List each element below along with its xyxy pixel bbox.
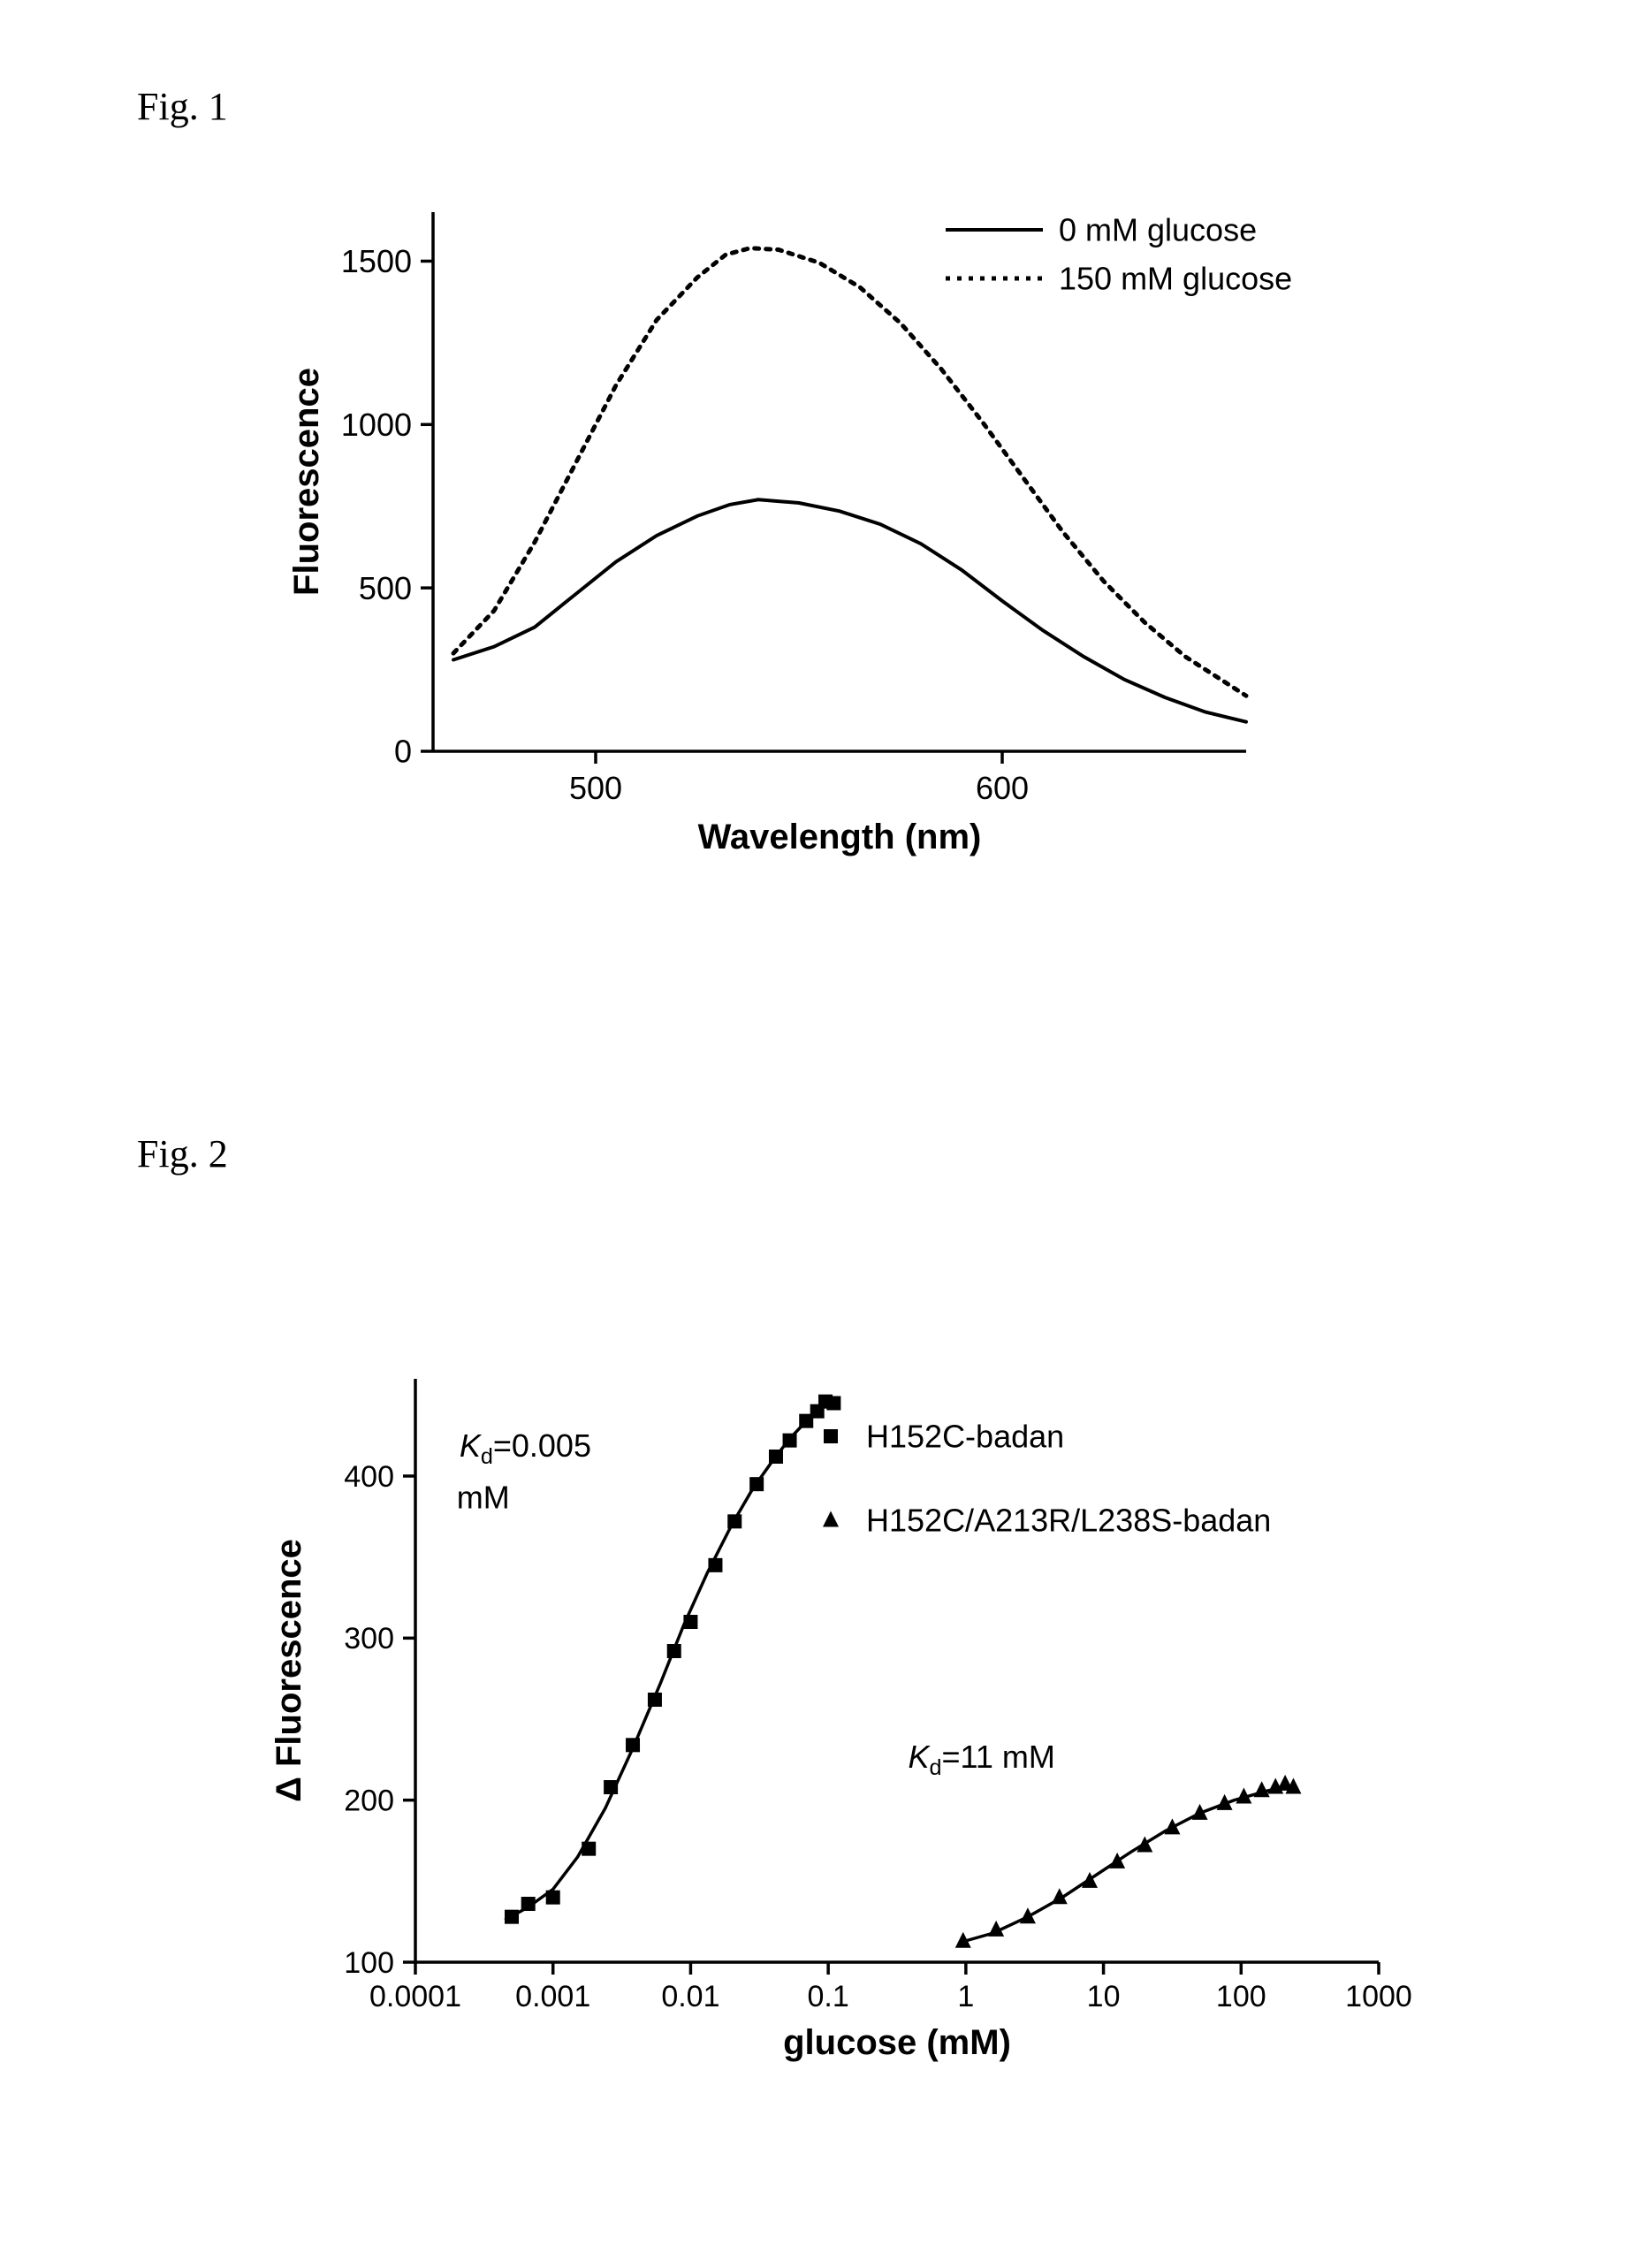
fig2-y-label: Δ Fluorescence [270,1539,308,1802]
fig1-label: Fig. 1 [137,84,228,129]
fig2-x-tick-label: 1 [957,1980,974,2013]
fig2-annotation: mM [457,1480,510,1516]
fig2-marker-square [604,1780,618,1794]
fig2-marker-square [749,1477,764,1491]
fig2-svg: 100 200 300 400 0.0001 0.001 0.01 0.1 1 10 100 1000… [230,1352,1432,2121]
fig2-chart: 100 200 300 400 0.0001 0.001 0.01 0.1 1 10 100 1000… [230,1352,1432,2121]
fig2-marker-triangle [1109,1853,1125,1868]
fig2-marker-square [769,1450,783,1464]
fig2-marker-square [708,1558,722,1572]
fig2-marker-square [826,1397,840,1411]
fig2-marker-square [667,1644,681,1658]
fig2-marker-square [546,1891,560,1905]
fig2-marker-square [783,1434,797,1448]
fig2-x-tick-label: 0.001 [515,1980,590,2013]
fig2-marker-triangle [1164,1818,1180,1834]
fig1-x-label: Wavelength (nm) [698,818,982,856]
fig2-marker-triangle [1020,1907,1036,1923]
fig2-fit-line [959,1787,1289,1943]
fig2-y-tick-label: 300 [344,1622,394,1655]
fig1-y-tick-label: 1500 [341,243,412,279]
fig1-legend-label: 150 mM glucose [1059,261,1292,297]
fig2-x-tick-label: 10 [1087,1980,1121,2013]
fig1-x-tick-label: 600 [976,770,1029,806]
fig2-x-tick-label: 1000 [1345,1980,1412,2013]
fig1-y-tick-label: 0 [394,734,412,770]
fig2-x-tick-label: 0.1 [808,1980,849,2013]
fig1-series-line [453,248,1246,696]
fig2-marker-square [626,1738,640,1752]
fig2-marker-square [727,1514,741,1528]
fig2-marker-square [505,1910,519,1924]
fig1-y-tick-label: 1000 [341,407,412,443]
fig2-annotation: Kd=11 mM [908,1739,1054,1780]
fig1-chart: 0 500 1000 1500 500 600 Wavelength (nm) Fluores… [256,177,1370,884]
fig2-y-tick-label: 200 [344,1785,394,1818]
fig2-marker-triangle [1254,1781,1270,1797]
fig2-legend-label: H152C-badan [866,1419,1064,1455]
fig2-annotation: Kd=0.005 [460,1427,591,1469]
fig2-x-label: glucose (mM) [783,2023,1011,2062]
fig2-label: Fig. 2 [137,1131,228,1176]
fig1-y-label: Fluorescence [287,368,326,596]
fig2-marker-square [521,1897,536,1911]
fig2-marker-square [648,1693,662,1707]
fig2-x-tick-label: 0.0001 [369,1980,461,2013]
fig2-y-tick-label: 400 [344,1460,394,1494]
fig2-legend-label: H152C/A213R/L238S-badan [866,1503,1271,1539]
fig2-marker-square [683,1615,697,1629]
fig2-legend-marker [823,1511,839,1527]
fig2-x-tick-label: 0.01 [661,1980,719,2013]
fig1-svg: 0 500 1000 1500 500 600 Wavelength (nm) Fluores… [256,177,1370,884]
fig2-marker-square [582,1842,596,1856]
fig1-series-line [453,499,1246,721]
fig2-fit-line [505,1402,828,1921]
fig1-legend-label: 0 mM glucose [1059,212,1257,248]
fig2-legend-marker [824,1429,838,1443]
fig2-y-tick-label: 100 [344,1946,394,1980]
fig1-x-tick-label: 500 [569,770,622,806]
fig1-y-tick-label: 500 [359,570,412,606]
page: Fig. 1 0 500 1000 1500 500 600 Wavelength (nm)… [0,0,1635,2268]
fig2-x-tick-label: 100 [1216,1980,1266,2013]
